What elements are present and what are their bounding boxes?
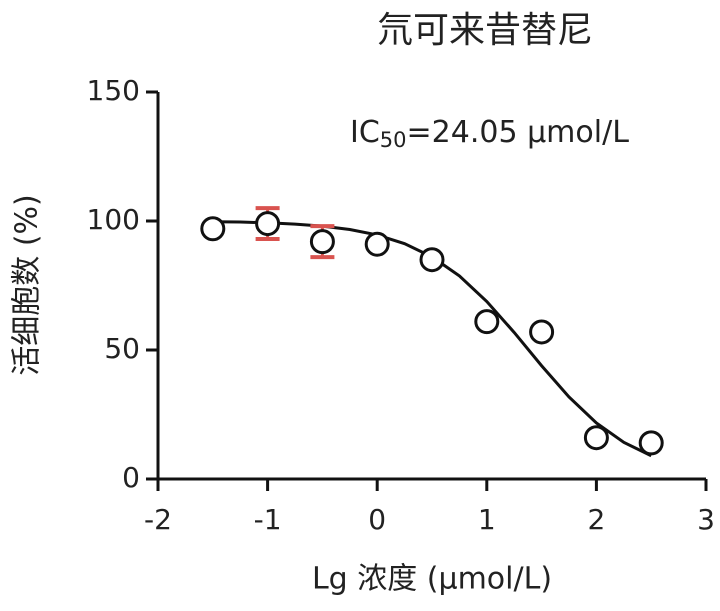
- annotation: IC50=24.05 μmol/L: [350, 115, 629, 153]
- data-point: [638, 430, 664, 456]
- x-tick-label: -2: [144, 503, 172, 536]
- x-axis-label: Lg 浓度 (μmol/L): [312, 562, 552, 597]
- data-point: [474, 309, 500, 335]
- data-point: [364, 231, 390, 257]
- y-axis-label: 活细胞数 (%): [10, 194, 45, 375]
- y-tick-label: 150: [87, 74, 140, 107]
- chart-title: 氘可来昔替尼: [377, 10, 593, 51]
- y-tick-label: 0: [122, 461, 140, 494]
- y-tick-label: 100: [87, 203, 140, 236]
- annotation-main: IC: [350, 115, 380, 150]
- y-tick-label: 50: [104, 332, 140, 365]
- x-tick-label: 2: [587, 503, 605, 536]
- annotation-sub: 50: [380, 128, 407, 152]
- data-point: [309, 229, 335, 255]
- data-point: [419, 247, 445, 273]
- data-point: [529, 319, 555, 345]
- data-point: [583, 425, 609, 451]
- x-tick-label: 0: [368, 503, 386, 536]
- data-point: [200, 216, 226, 242]
- x-tick-label: 1: [478, 503, 496, 536]
- x-tick-label: 3: [697, 503, 715, 536]
- data-point: [255, 211, 281, 237]
- x-tick-label: -1: [254, 503, 282, 536]
- annotation-rest: =24.05 μmol/L: [407, 115, 630, 150]
